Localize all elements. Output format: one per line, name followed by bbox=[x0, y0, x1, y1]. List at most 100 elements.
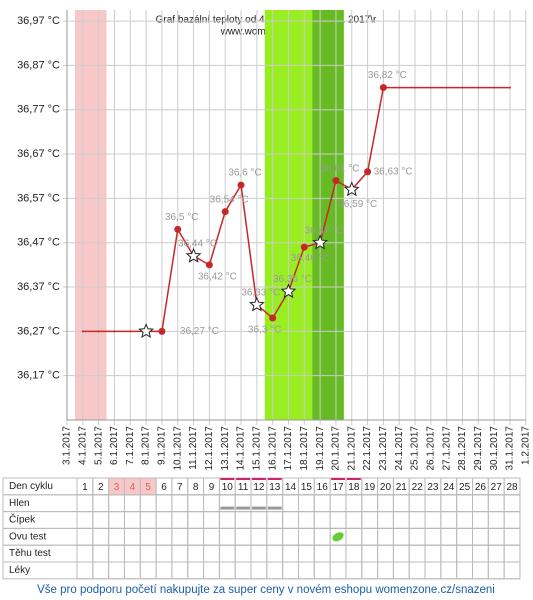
point-label: 36,54 °C bbox=[210, 194, 249, 205]
cell bbox=[123, 527, 141, 546]
plot-background bbox=[63, 10, 527, 425]
x-tick-label: 24.1.2017 bbox=[394, 426, 405, 471]
day-number: 22 bbox=[412, 482, 424, 493]
cell bbox=[361, 561, 379, 580]
point bbox=[174, 225, 182, 233]
row-label: Těhu test bbox=[9, 548, 51, 559]
point-label: 36,47 °C bbox=[305, 225, 344, 236]
star-marker bbox=[312, 234, 329, 250]
cell bbox=[282, 544, 299, 563]
cell bbox=[503, 527, 521, 546]
cell bbox=[203, 561, 220, 580]
cell bbox=[345, 544, 363, 563]
cell bbox=[187, 527, 205, 546]
y-tick-label: 36,57 °C bbox=[17, 192, 60, 204]
day-number: 8 bbox=[193, 482, 199, 493]
day-number: 16 bbox=[317, 482, 329, 493]
x-tick-label: 27.1.2017 bbox=[441, 426, 452, 471]
cell bbox=[424, 511, 442, 529]
day-number: 28 bbox=[506, 482, 518, 493]
cell bbox=[218, 527, 236, 546]
cell bbox=[313, 511, 331, 529]
star-marker bbox=[248, 296, 265, 312]
day-number: 14 bbox=[285, 482, 297, 493]
cell bbox=[424, 527, 442, 546]
cell bbox=[297, 561, 315, 580]
cell bbox=[171, 494, 189, 513]
point-label: 36,42 °C bbox=[198, 272, 237, 283]
day-number: 9 bbox=[209, 482, 215, 493]
cell bbox=[297, 511, 315, 529]
cell bbox=[361, 527, 379, 546]
cell bbox=[408, 511, 426, 529]
cell bbox=[313, 527, 331, 546]
day-number: 26 bbox=[475, 482, 487, 493]
star-marker bbox=[138, 323, 155, 339]
cell bbox=[282, 561, 299, 580]
point bbox=[379, 84, 387, 92]
table-row bbox=[2, 527, 521, 546]
cell bbox=[408, 527, 426, 546]
table-row bbox=[2, 511, 521, 529]
ovu-leaf bbox=[332, 532, 344, 542]
cell bbox=[108, 511, 125, 529]
cell bbox=[266, 527, 284, 546]
point-label: 36,6 °C bbox=[228, 168, 261, 179]
x-tick-label: 26.1.2017 bbox=[426, 426, 437, 471]
cell bbox=[139, 527, 157, 546]
point-label: 36,59 °C bbox=[338, 199, 377, 210]
x-tick-label: 17.1.2017 bbox=[283, 426, 294, 471]
cell bbox=[377, 511, 394, 529]
cell bbox=[282, 527, 299, 546]
cell bbox=[392, 561, 410, 580]
point-label: 36,82 °C bbox=[368, 70, 407, 81]
day-number: 3 bbox=[114, 482, 120, 493]
marked-day bbox=[331, 478, 345, 480]
day-number: 6 bbox=[161, 482, 167, 493]
footer-link[interactable]: Vše pro podporu početí nakupujte za supe… bbox=[37, 584, 495, 596]
x-tick-label: 7.1.2017 bbox=[125, 426, 136, 465]
cell bbox=[139, 511, 157, 529]
highlight-band bbox=[312, 10, 344, 420]
cell bbox=[392, 544, 410, 563]
cell bbox=[218, 561, 236, 580]
cell bbox=[503, 544, 521, 563]
cell bbox=[171, 527, 189, 546]
x-tick-label: 1.2.2017 bbox=[520, 426, 531, 465]
hlen-mark bbox=[220, 506, 235, 510]
star-marker bbox=[185, 247, 202, 263]
marked-day bbox=[267, 478, 282, 480]
point-label: 36,36 °C bbox=[273, 274, 312, 285]
day-number: 27 bbox=[491, 482, 503, 493]
y-tick-label: 36,17 °C bbox=[17, 370, 60, 382]
point-label: 36,5 °C bbox=[165, 212, 198, 223]
cell bbox=[440, 494, 458, 513]
point-label: 36,33 °C bbox=[241, 287, 280, 298]
cell bbox=[440, 511, 458, 529]
cell bbox=[313, 494, 331, 513]
cell bbox=[487, 494, 505, 513]
x-tick-label: 29.1.2017 bbox=[473, 426, 484, 471]
cell bbox=[218, 511, 236, 529]
x-tick-label: 6.1.2017 bbox=[109, 426, 120, 465]
day-number: 18 bbox=[348, 482, 360, 493]
cell bbox=[297, 494, 315, 513]
cell bbox=[361, 494, 379, 513]
point-label: 36,27 °C bbox=[180, 326, 219, 337]
hlen-mark bbox=[252, 506, 266, 510]
cell bbox=[456, 561, 473, 580]
marked-day bbox=[346, 478, 361, 480]
day-number: 15 bbox=[301, 482, 313, 493]
cell bbox=[76, 561, 94, 580]
cell bbox=[139, 561, 157, 580]
cell bbox=[108, 544, 125, 563]
cell bbox=[456, 544, 473, 563]
point-label: 36,44 °C bbox=[178, 239, 217, 250]
x-tick-label: 21.1.2017 bbox=[346, 426, 357, 471]
y-tick-label: 36,27 °C bbox=[17, 325, 60, 337]
cell bbox=[408, 544, 426, 563]
cell bbox=[266, 561, 284, 580]
point bbox=[300, 243, 308, 251]
cell bbox=[487, 527, 505, 546]
cell bbox=[155, 527, 173, 546]
